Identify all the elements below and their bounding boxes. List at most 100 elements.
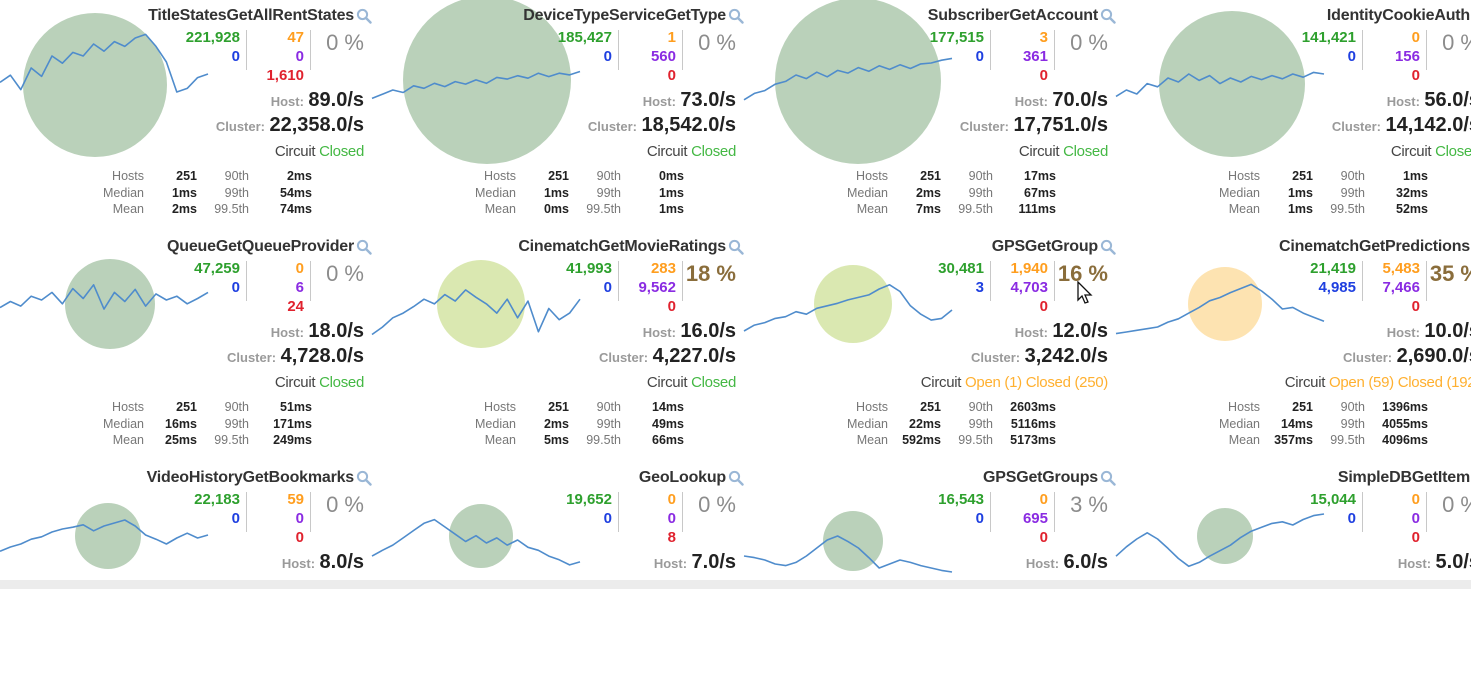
host-rate-value: 8.0/s xyxy=(319,551,364,573)
percentile-label: 90th xyxy=(968,400,993,414)
stat-label: Hosts xyxy=(484,400,516,414)
latency-stats: Hosts 251 90th 0ms Median 1ms 99th 1ms Mean 0ms 99… xyxy=(454,168,684,218)
host-rate-value: 56.0/s xyxy=(1424,89,1471,111)
circuit-closed: Closed xyxy=(319,143,364,160)
divider xyxy=(682,30,683,70)
host-rate-value: 89.0/s xyxy=(308,89,364,111)
timeout-count: 0 xyxy=(1347,48,1356,65)
circuit-status: Circuit Closed xyxy=(275,374,364,391)
magnifier-icon[interactable] xyxy=(356,470,372,486)
timeout-count: 0 xyxy=(1347,510,1356,527)
stat-value: 251 xyxy=(920,400,941,414)
percentile-value: 51ms xyxy=(280,400,312,414)
cluster-rate: Cluster: 18,542.0/s xyxy=(588,114,736,137)
host-rate: Host: 73.0/s xyxy=(643,89,736,112)
circuit-name: IdentityCookieAuth xyxy=(1326,7,1470,24)
percentile-label: 99th xyxy=(224,185,249,200)
divider xyxy=(1362,30,1363,70)
host-rate-label: Host: xyxy=(1014,94,1048,109)
timeout-count: 0 xyxy=(231,48,240,65)
percentile-label: 90th xyxy=(224,169,249,183)
magnifier-icon[interactable] xyxy=(728,8,744,24)
error-percentage: 0 % xyxy=(698,492,736,517)
stat-label: Mean xyxy=(112,433,144,447)
short-circuited-count: 9,562 xyxy=(638,279,676,296)
magnifier-icon[interactable] xyxy=(728,470,744,486)
host-rate-value: 7.0/s xyxy=(691,551,736,573)
stat-label: Mean xyxy=(112,202,144,216)
short-circuited-count: 0 xyxy=(295,510,304,527)
stat-value: 22ms xyxy=(909,416,941,431)
latency-stats: Hosts 251 90th 51ms Median 16ms 99th 171ms Mean 2… xyxy=(82,399,312,449)
percentile-value: 74ms xyxy=(280,202,312,216)
divider xyxy=(246,30,247,70)
circuit-closed-count: Closed (192) xyxy=(1397,374,1471,391)
success-count: 15,044 xyxy=(1310,491,1356,508)
circuit-closed: Closed xyxy=(691,143,736,160)
cluster-rate-value: 3,242.0/s xyxy=(1024,345,1108,367)
percentile-label: 99th xyxy=(968,185,993,200)
circuit-label: Circuit xyxy=(274,143,316,160)
magnifier-icon[interactable] xyxy=(728,239,744,255)
stat-value: 2ms xyxy=(915,185,941,200)
error-percentage: 0 % xyxy=(1070,30,1108,55)
stat-label: Median xyxy=(103,185,144,200)
percentile-label: 99.5th xyxy=(958,433,993,447)
stat-label: Mean xyxy=(1228,433,1260,447)
stat-label: Median xyxy=(475,416,516,431)
circuit-name: SubscriberGetAccount xyxy=(927,7,1098,24)
short-circuited-count: 7,466 xyxy=(1382,279,1420,296)
stats-row: Hosts 251 90th 17ms xyxy=(826,168,1056,185)
circuit-status: Circuit Closed xyxy=(1019,143,1108,160)
stats-row: Hosts 251 90th 51ms xyxy=(82,399,312,416)
stats-row: Hosts 251 90th 1396ms xyxy=(1198,399,1428,416)
stat-value: 2ms xyxy=(543,416,569,431)
circuit-status: Circuit Closed xyxy=(275,143,364,160)
short-circuited-count: 6 xyxy=(295,279,304,296)
stat-value: 251 xyxy=(1292,169,1313,183)
magnifier-icon[interactable] xyxy=(1100,239,1116,255)
failure-count: 0 xyxy=(1411,67,1420,84)
short-circuited-count: 0 xyxy=(1411,510,1420,527)
host-rate-label: Host: xyxy=(270,325,304,340)
stat-label: Mean xyxy=(484,202,516,216)
divider xyxy=(682,492,683,532)
magnifier-icon[interactable] xyxy=(356,239,372,255)
magnifier-icon[interactable] xyxy=(356,8,372,24)
stats-row: Mean 357ms 99.5th 4096ms xyxy=(1198,432,1428,449)
percentile-value: 1ms xyxy=(658,202,684,216)
timeout-count: 4,985 xyxy=(1318,279,1356,296)
stat-value: 2ms xyxy=(171,202,197,216)
percentile-label: 99.5th xyxy=(214,433,249,447)
percentile-value: 1ms xyxy=(658,185,684,200)
host-rate: Host: 5.0/s xyxy=(1398,551,1471,574)
stats-row: Median 22ms 99th 5116ms xyxy=(826,416,1056,433)
stat-value: 16ms xyxy=(165,416,197,431)
circuit-panel: QueueGetQueueProvider 47,259 0 0 6 24 0 % Host:… xyxy=(0,231,372,462)
rejected-count: 283 xyxy=(650,260,676,277)
stats-row: Mean 592ms 99.5th 5173ms xyxy=(826,432,1056,449)
failure-count: 0 xyxy=(667,67,676,84)
cluster-rate-label: Cluster: xyxy=(1343,350,1393,365)
cluster-rate-value: 17,751.0/s xyxy=(1013,114,1108,136)
percentile-label: 90th xyxy=(1340,400,1365,414)
cluster-rate-label: Cluster: xyxy=(227,350,277,365)
success-count: 30,481 xyxy=(938,260,984,277)
error-percentage: 0 % xyxy=(326,492,364,517)
percentile-value: 17ms xyxy=(1024,169,1056,183)
divider xyxy=(1426,492,1427,532)
stats-row: Mean 1ms 99.5th 52ms xyxy=(1198,201,1428,218)
bottom-scroll-bar[interactable] xyxy=(0,580,1471,589)
stats-row: Median 2ms 99th 67ms xyxy=(826,185,1056,202)
host-rate-label: Host: xyxy=(1386,94,1420,109)
percentile-value: 49ms xyxy=(652,416,684,431)
failure-count: 0 xyxy=(295,529,304,546)
timeout-count: 0 xyxy=(975,510,984,527)
short-circuited-count: 0 xyxy=(295,48,304,65)
percentile-value: 171ms xyxy=(273,416,312,431)
magnifier-icon[interactable] xyxy=(1100,8,1116,24)
stats-row: Median 1ms 99th 1ms xyxy=(454,185,684,202)
error-percentage: 0 % xyxy=(326,30,364,55)
magnifier-icon[interactable] xyxy=(1100,470,1116,486)
percentile-value: 0ms xyxy=(658,169,684,183)
